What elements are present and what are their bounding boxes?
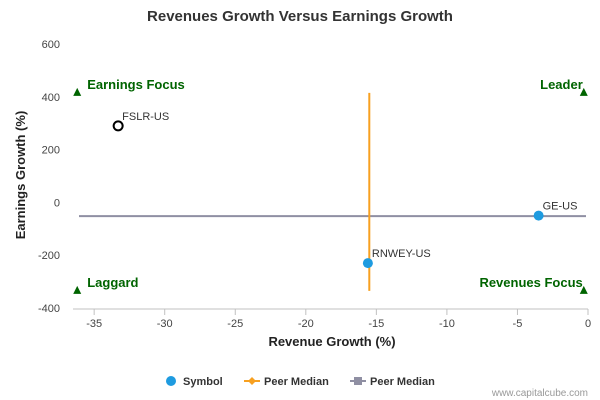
x-axis xyxy=(73,308,589,315)
legend-square-marker xyxy=(354,377,362,385)
quadrant-labels: Earnings Focus Leader Laggard Revenues Focu… xyxy=(73,77,588,294)
data-point-label: RNWEY-US xyxy=(372,248,431,260)
x-tick-label: -30 xyxy=(157,318,173,330)
data-point-label: GE-US xyxy=(543,201,578,213)
legend-diamond-marker xyxy=(248,377,256,385)
y-tick-label: -400 xyxy=(38,303,60,315)
data-points: FSLR-US GE-US RNWEY-US xyxy=(112,111,578,269)
credit-text: www.capitalcube.com xyxy=(491,388,588,399)
x-tick-label: -10 xyxy=(439,318,455,330)
quadrant-label: Laggard xyxy=(87,275,138,290)
data-point-label: FSLR-US xyxy=(122,111,169,123)
legend-item-label[interactable]: Peer Median xyxy=(370,376,435,388)
data-point[interactable] xyxy=(533,210,544,221)
quadrant-marker-icon xyxy=(579,87,588,96)
peer-median-lines xyxy=(79,92,586,291)
quadrant-marker-icon xyxy=(73,285,82,294)
chart-title: Revenues Growth Versus Earnings Growth xyxy=(147,8,453,25)
quadrant-marker-icon xyxy=(73,87,82,96)
data-point[interactable] xyxy=(112,120,124,132)
legend: Symbol Peer Median Peer Median xyxy=(166,376,435,388)
quadrant-marker-icon xyxy=(579,285,588,294)
legend-item-label[interactable]: Symbol xyxy=(183,376,223,388)
quadrant-label: Leader xyxy=(540,77,583,92)
quadrant-label: Revenues Focus xyxy=(479,275,582,290)
x-axis-label: Revenue Growth (%) xyxy=(268,334,395,349)
x-tick-label: -35 xyxy=(86,318,102,330)
x-tick-label: 0 xyxy=(585,318,591,330)
x-tick-labels: -35 -30 -25 -20 -15 -10 -5 0 xyxy=(86,318,591,330)
x-tick-label: -15 xyxy=(368,318,384,330)
y-tick-labels: 600 400 200 0 -200 -400 xyxy=(38,39,60,315)
x-tick-label: -5 xyxy=(513,318,523,330)
y-tick-label: 400 xyxy=(42,92,60,104)
x-tick-label: -20 xyxy=(298,318,314,330)
legend-item-label[interactable]: Peer Median xyxy=(264,376,329,388)
x-tick-label: -25 xyxy=(227,318,243,330)
y-tick-label: 200 xyxy=(42,145,60,157)
y-axis-label: Earnings Growth (%) xyxy=(13,111,28,240)
y-tick-label: -200 xyxy=(38,250,60,262)
legend-symbol-marker xyxy=(166,376,176,386)
y-tick-label: 0 xyxy=(54,197,60,209)
quadrant-label: Earnings Focus xyxy=(87,77,185,92)
y-tick-label: 600 xyxy=(42,39,60,51)
data-point[interactable] xyxy=(362,258,373,269)
